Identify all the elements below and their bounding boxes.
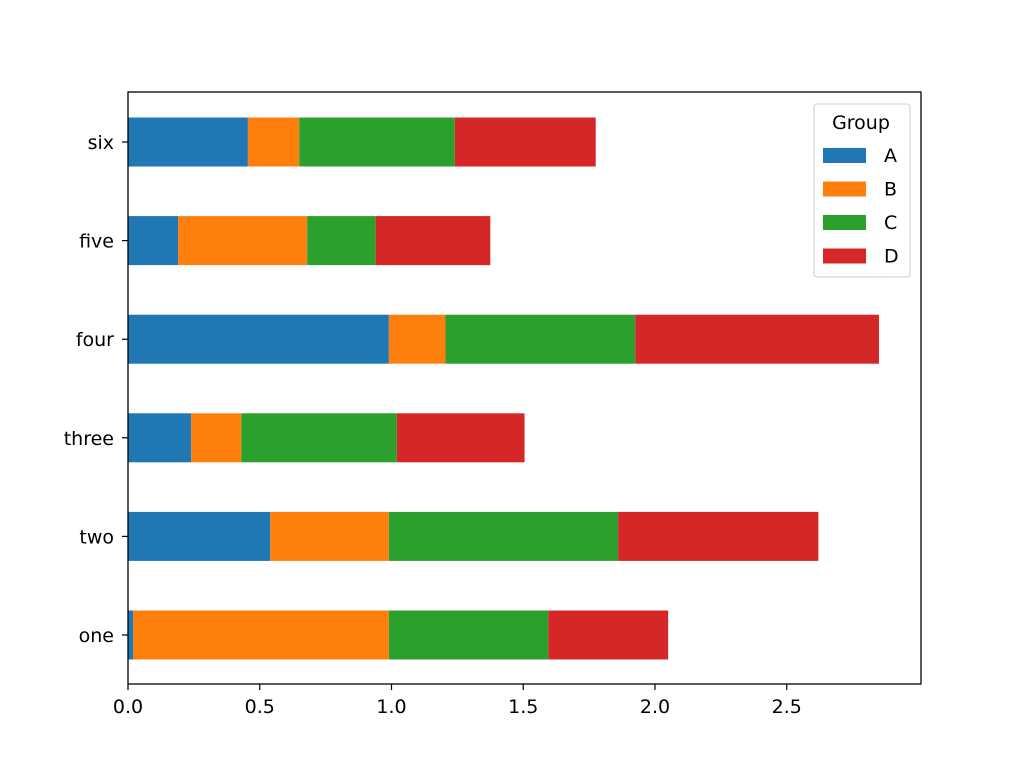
x-tick-label: 2.5 <box>772 696 802 718</box>
bar-two-B <box>270 511 389 561</box>
bar-two-D <box>618 511 819 561</box>
bar-four-D <box>635 314 879 364</box>
legend-swatch <box>823 148 866 163</box>
legend-label: C <box>884 212 897 234</box>
bar-six-B <box>247 117 300 167</box>
bar-one-B <box>133 610 389 660</box>
y-tick-label: five <box>79 231 114 253</box>
bar-three-B <box>191 413 242 463</box>
y-tick-label: four <box>76 329 114 351</box>
plot-frame <box>127 91 922 685</box>
bar-four-A <box>128 314 389 364</box>
bar-two-A <box>128 511 271 561</box>
bar-four-C <box>445 314 636 364</box>
bar-three-D <box>396 413 525 463</box>
legend-label: B <box>884 179 897 201</box>
y-tick-label: one <box>79 625 114 647</box>
bar-two-C <box>388 511 619 561</box>
bar-six-D <box>454 117 596 167</box>
legend-swatch <box>823 181 866 197</box>
bar-four-B <box>388 314 446 364</box>
bar-five-C <box>307 216 376 266</box>
x-tick-label: 0.5 <box>245 696 275 718</box>
bar-six-C <box>299 117 455 167</box>
x-tick-label: 2.0 <box>640 696 670 718</box>
y-tick-label: three <box>64 428 114 450</box>
bar-five-A <box>128 216 179 266</box>
legend-swatch <box>823 248 866 264</box>
y-tick-label: six <box>88 132 114 154</box>
bar-one-A <box>128 610 134 660</box>
bar-six-A <box>128 117 248 167</box>
x-tick-label: 1.5 <box>508 696 538 718</box>
x-tick-label: 1.0 <box>376 696 406 718</box>
legend-label: A <box>884 145 897 167</box>
y-axis-ticks: one two three four five six <box>64 132 128 647</box>
bar-three-A <box>128 413 192 463</box>
bar-one-C <box>388 610 549 660</box>
bar-three-C <box>241 413 397 463</box>
x-axis-ticks: 0.0 0.5 1.0 1.5 2.0 2.5 <box>113 684 802 718</box>
bar-five-B <box>178 216 308 266</box>
bars-layer <box>128 117 879 660</box>
legend-title: Group <box>832 112 890 134</box>
legend-swatch <box>823 215 866 230</box>
legend-label: D <box>884 246 899 268</box>
bar-five-D <box>375 216 491 266</box>
y-tick-label: two <box>79 526 114 548</box>
x-tick-label: 0.0 <box>113 696 143 718</box>
bar-one-D <box>548 610 669 660</box>
